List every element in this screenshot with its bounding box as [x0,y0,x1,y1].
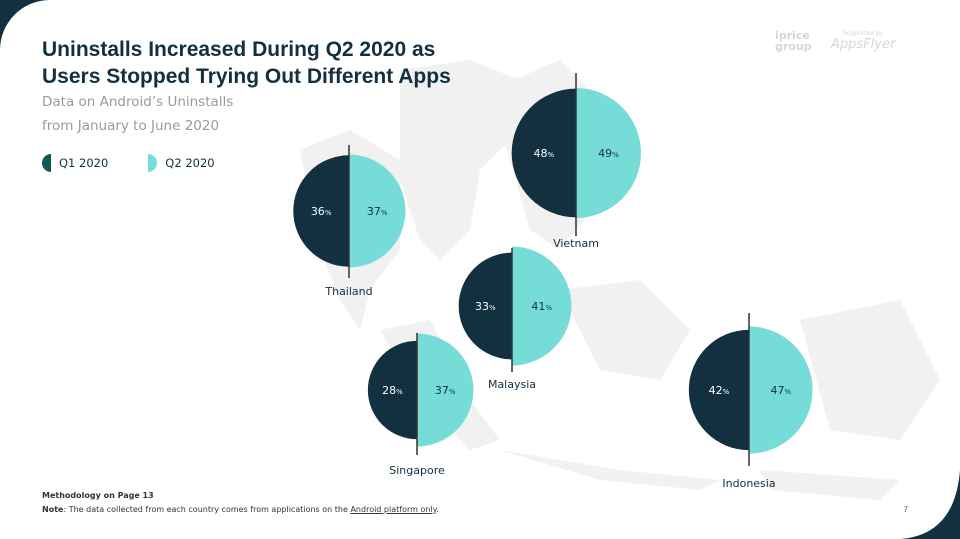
legend: Q1 2020 Q2 2020 [42,154,215,172]
q2-value-label: 41% [531,300,552,313]
q1-half [293,155,349,267]
half-circle-icon [42,154,51,172]
appsflyer-wordmark: AppsFlyer [831,37,896,52]
note-text: : The data collected from each country c… [63,505,351,514]
page-number: 7 [903,505,909,514]
q2-half [512,246,572,366]
country-label: Singapore [389,464,445,477]
footnote: Note: The data collected from each count… [42,505,642,514]
q1-half [458,252,512,360]
corner-decoration [900,470,960,539]
country-singapore: 28% 37% Singapore [367,333,474,477]
title-line: Users Stopped Trying Out Different Apps [42,65,451,88]
q1-value-label: 36% [311,205,332,218]
note-link: Android platform only [350,505,437,514]
country-indonesia: 42% 47% Indonesia [688,313,813,490]
note-end: . [436,505,439,514]
country-malaysia: 33% 41% Malaysia [458,246,572,391]
q2-half [576,88,641,218]
q1-value-label: 33% [475,300,496,313]
country-thailand: 36% 37% Thailand [293,145,406,298]
q1-half [367,340,417,440]
corner-decoration [0,0,50,50]
q1-value-label: 28% [382,384,403,397]
q2-half [417,333,474,447]
title-line: Uninstalls Increased During Q2 2020 as [42,38,436,61]
q2-value-label: 47% [771,384,792,397]
supported-by-label: Supported by [842,30,884,37]
q2-half [749,326,813,454]
q1-value-label: 42% [709,384,730,397]
country-label: Indonesia [722,477,775,490]
half-circle-icon [148,154,158,172]
q2-value-label: 37% [367,205,388,218]
country-label: Vietnam [553,237,599,250]
note-label: Note [42,505,64,514]
q2-half [349,154,406,268]
legend-label: Q2 2020 [165,156,215,170]
subtitle: Data on Android’s Uninstalls from Januar… [42,90,342,138]
legend-item-q1: Q1 2020 [42,154,108,172]
methodology-note: Methodology on Page 13 [42,491,154,500]
subtitle-line: from January to June 2020 [42,118,220,134]
logos: iprice group Supported by AppsFlyer [775,30,925,52]
q2-value-label: 37% [435,384,456,397]
page-title: Uninstalls Increased During Q2 2020 as U… [42,36,502,90]
q1-half [511,88,576,218]
appsflyer-logo: Supported by AppsFlyer [831,30,895,52]
iprice-logo: iprice group [775,29,812,53]
q2-value-label: 49% [598,147,619,160]
subtitle-line: Data on Android’s Uninstalls [42,94,234,110]
country-vietnam: 48% 49% Vietnam [511,73,641,250]
q1-half [688,329,749,451]
q1-value-label: 48% [534,147,555,160]
legend-label: Q1 2020 [59,156,109,170]
legend-item-q2: Q2 2020 [148,154,215,172]
country-label: Malaysia [488,378,536,391]
country-label: Thailand [324,285,372,298]
